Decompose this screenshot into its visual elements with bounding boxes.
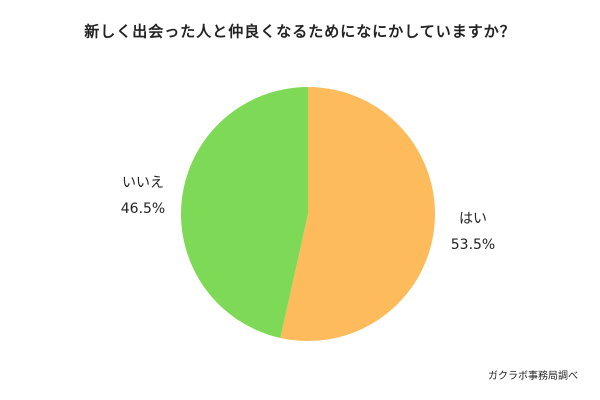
slice-value-label: 46.5% <box>121 201 165 217</box>
pie-slice <box>180 87 308 338</box>
slice-name: はい <box>459 211 487 227</box>
pie-slice <box>280 87 435 342</box>
slice-value-label: 53.5% <box>451 237 495 253</box>
source-note: ガクラボ事務局調べ <box>488 369 578 382</box>
slice-name: いいえ <box>122 175 164 191</box>
chart-title: 新しく出会った人と仲良くなるためになにかしていますか？ <box>84 23 516 41</box>
